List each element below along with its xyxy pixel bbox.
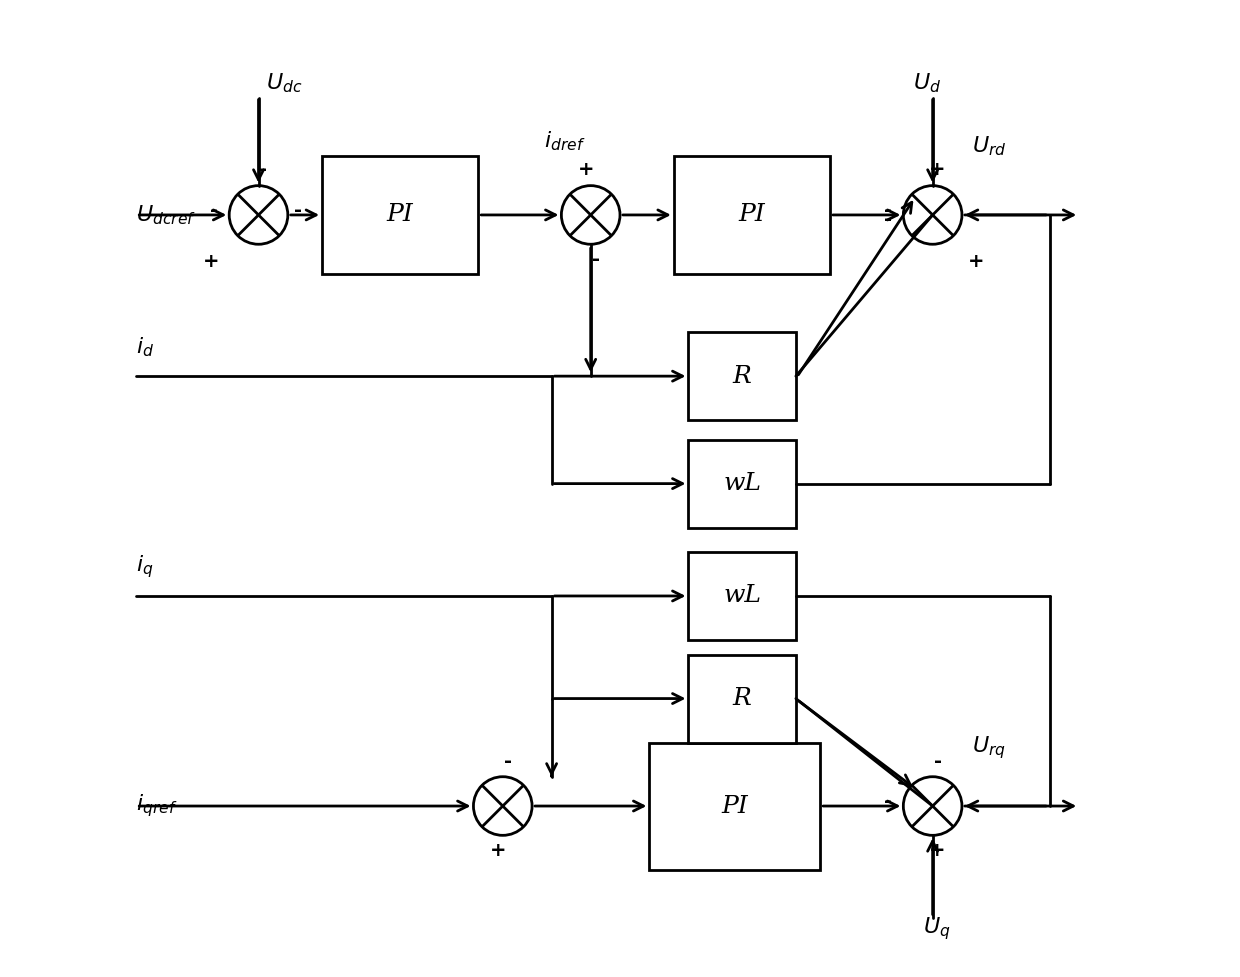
Bar [688, 552, 796, 640]
Text: $U_{rd}$: $U_{rd}$ [972, 135, 1007, 158]
Text: +: + [929, 841, 946, 861]
Text: $i_{d}$: $i_{d}$ [136, 335, 155, 359]
Text: wL: wL [723, 472, 761, 495]
Text: +: + [578, 160, 594, 180]
Text: $U_{rq}$: $U_{rq}$ [972, 734, 1006, 761]
Text: PI: PI [722, 794, 748, 818]
Text: -: - [884, 200, 892, 220]
Text: $U_{dc}$: $U_{dc}$ [267, 71, 303, 95]
Text: +: + [967, 252, 983, 272]
Bar [650, 743, 821, 870]
Text: $i_{q}$: $i_{q}$ [136, 553, 154, 580]
Text: -: - [591, 250, 600, 270]
Bar [688, 655, 796, 743]
Bar [688, 440, 796, 528]
Text: -: - [210, 200, 217, 220]
Bar [688, 332, 796, 420]
Text: +: + [490, 841, 506, 861]
Text: -: - [294, 200, 301, 220]
Text: $U_{dcref}$: $U_{dcref}$ [136, 203, 196, 227]
Text: -: - [259, 160, 268, 180]
Bar [673, 156, 830, 274]
Text: PI: PI [739, 203, 765, 227]
Text: $U_{d}$: $U_{d}$ [913, 71, 941, 95]
Text: -: - [884, 210, 892, 230]
Text: -: - [884, 791, 892, 811]
Text: -: - [934, 751, 941, 771]
Text: -: - [503, 751, 512, 771]
Text: $i_{dref}$: $i_{dref}$ [544, 130, 585, 153]
Text: +: + [203, 252, 219, 272]
Text: +: + [929, 160, 946, 180]
Text: R: R [733, 364, 751, 388]
Text: $i_{qref}$: $i_{qref}$ [136, 792, 177, 820]
Text: $U_{q}$: $U_{q}$ [923, 914, 950, 942]
Text: R: R [733, 687, 751, 710]
Text: PI: PI [387, 203, 414, 227]
Bar [322, 156, 479, 274]
Text: wL: wL [723, 584, 761, 608]
